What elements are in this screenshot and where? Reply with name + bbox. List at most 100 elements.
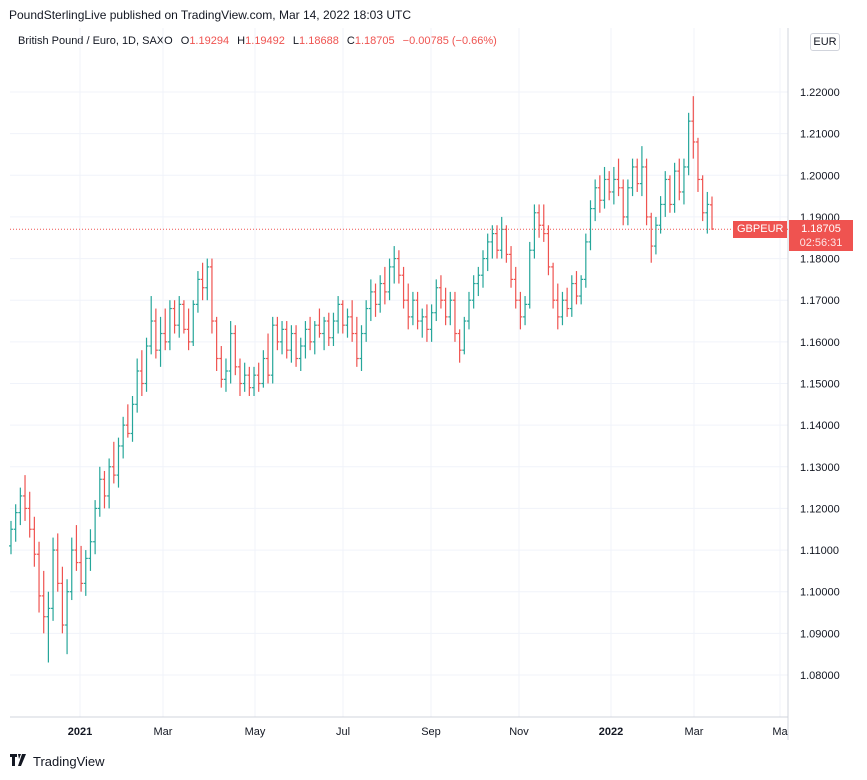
ohlc-bar (27, 491, 32, 538)
ohlc-bar (429, 304, 434, 342)
time-tick-label: 2021 (68, 726, 92, 738)
ohlc-bar (677, 158, 682, 201)
high-label: H (237, 35, 246, 47)
ohlc-bar (616, 158, 621, 197)
last-price-label: 1.18705 02:56:31 (789, 220, 853, 251)
ohlc-bar (37, 541, 42, 613)
ohlc-bar (107, 458, 112, 509)
ohlc-bar (672, 162, 677, 213)
ohlc-bar (69, 537, 74, 601)
ohlc-bar (65, 579, 70, 655)
ohlc-bar (88, 529, 93, 571)
ohlc-bar (607, 171, 612, 201)
ohlc-bar (116, 437, 121, 488)
ohlc-bar (593, 179, 598, 222)
ohlc-bars (9, 96, 714, 663)
ohlc-bar (167, 300, 172, 351)
ohlc-bar (378, 275, 383, 313)
ohlc-bar (237, 358, 242, 396)
ohlc-bar (663, 171, 668, 217)
ohlc-bar (93, 500, 98, 555)
ohlc-bar (205, 258, 210, 301)
ohlc-bar (551, 262, 556, 309)
ohlc-bar (177, 296, 182, 338)
price-tick-label: 1.20000 (800, 170, 840, 182)
ohlc-bar (597, 175, 602, 213)
ohlc-bar (625, 179, 630, 226)
ohlc-bar (630, 158, 635, 197)
ohlc-bar (452, 291, 457, 342)
ohlc-bar (340, 300, 345, 334)
time-tick-label: Jul (336, 726, 350, 738)
ohlc-bar (317, 308, 322, 338)
ohlc-bar (471, 275, 476, 309)
ohlc-bar (443, 287, 448, 326)
time-axis: 2021 Mar May Jul Sep Nov 2022 Mar Ma (68, 726, 789, 738)
ohlc-bar (336, 296, 341, 334)
ohlc-bar (195, 271, 200, 313)
price-tick-label: 1.13000 (800, 462, 840, 474)
ohlc-bar (186, 308, 191, 351)
ohlc-bar (200, 262, 205, 301)
ohlc-bar (387, 258, 392, 301)
ohlc-bar (621, 179, 626, 226)
ohlc-bar (602, 166, 607, 209)
footer-brand[interactable]: TradingView (10, 754, 105, 769)
ohlc-bar (270, 316, 275, 384)
ohlc-bar (574, 271, 579, 305)
ohlc-bar (163, 308, 168, 351)
ohlc-bar (326, 312, 331, 347)
time-tick-label: Ma (772, 726, 788, 738)
time-tick-label: Mar (685, 726, 704, 738)
price-tick-label: 1.16000 (800, 337, 840, 349)
ohlc-bar (298, 337, 303, 372)
ohlc-bar (644, 158, 649, 226)
ohlc-bar (635, 158, 640, 192)
ohlc-bar (420, 308, 425, 338)
price-tick-label: 1.14000 (800, 420, 840, 432)
ohlc-bar (284, 321, 289, 359)
ohlc-bar (41, 570, 46, 634)
ohlc-bar (541, 204, 546, 242)
price-axis: 1.220001.210001.200001.190001.180001.170… (800, 87, 840, 682)
close-label: C (346, 35, 355, 47)
published-line: PoundSterlingLive published on TradingVi… (9, 8, 412, 22)
ohlc-bar (74, 525, 79, 571)
open-label: O (180, 35, 190, 47)
ohlc-bar (448, 291, 453, 326)
ohlc-bar (247, 366, 252, 396)
ohlc-bar (97, 466, 102, 517)
ohlc-bar (415, 291, 420, 330)
ohlc-bar (481, 250, 486, 288)
low-label: L (292, 35, 300, 47)
ohlc-bar (518, 291, 523, 330)
symbol-name: British Pound / Euro, 1D, SAXO (18, 35, 173, 47)
ohlc-bar (424, 304, 429, 342)
ohlc-bar (209, 258, 214, 334)
currency-button[interactable]: EUR (810, 33, 840, 51)
ohlc-bar (401, 266, 406, 309)
ohlc-bar (32, 516, 37, 567)
ohlc-bar (149, 296, 154, 355)
ohlc-bar (308, 316, 313, 351)
price-tick-label: 1.09000 (800, 628, 840, 640)
ohlc-bar (523, 296, 528, 326)
ohlc-bar (466, 291, 471, 330)
ohlc-bar (139, 350, 144, 396)
tradingview-logo-icon (10, 754, 28, 769)
time-tick-label: Sep (421, 726, 441, 738)
ohlc-bar (583, 233, 588, 288)
price-tick-label: 1.08000 (800, 670, 840, 682)
ohlc-bar (406, 283, 411, 330)
ohlc-bar (60, 566, 65, 634)
ohlc-bar (242, 362, 247, 392)
ohlc-bar (527, 241, 532, 309)
ohlc-bar (345, 308, 350, 338)
ohlc-bar (111, 441, 116, 484)
chart-legend: British Pound / Euro, 1D, SAXO O1.19294 … (18, 35, 497, 47)
ohlc-bar (55, 533, 60, 592)
ohlc-bar (228, 321, 233, 384)
ohlc-bar (359, 325, 364, 372)
ohlc-bar (639, 146, 644, 197)
